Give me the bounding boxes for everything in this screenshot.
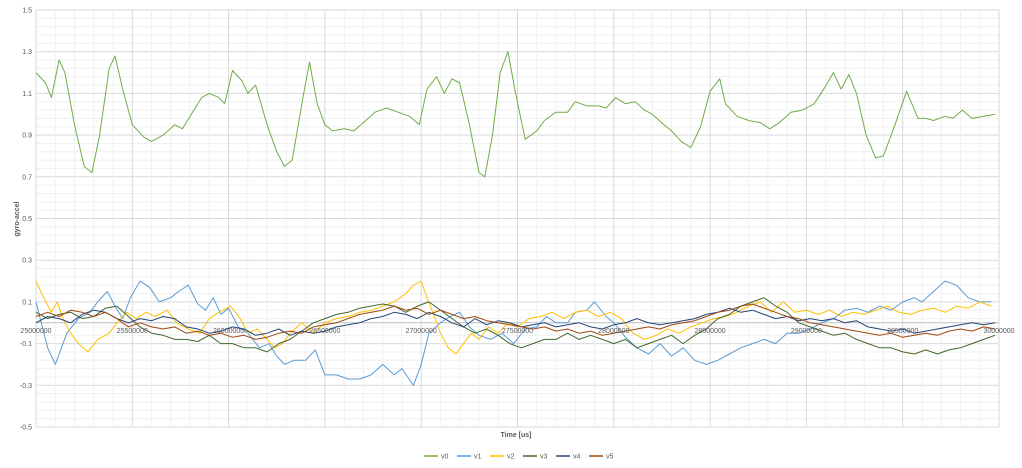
legend-label-v0: v0: [441, 454, 449, 461]
series-line-v2: [35, 280, 992, 355]
x-tick-label: 29500000: [887, 328, 918, 335]
legend-label-v1: v1: [474, 454, 482, 461]
legend-label-v4: v4: [573, 454, 581, 461]
series-line-v1: [35, 280, 992, 386]
x-tick-label: 27500000: [502, 328, 533, 335]
series-line-v0: [35, 51, 996, 178]
x-tick-label: 25000000: [20, 328, 51, 335]
x-tick-label: 28500000: [695, 328, 726, 335]
legend-label-v3: v3: [540, 454, 548, 461]
y-tick-label: 1.5: [22, 8, 32, 15]
legend-label-v2: v2: [507, 454, 515, 461]
x-tick-label: 30000000: [983, 328, 1014, 335]
y-tick-label: 0.1: [22, 299, 32, 306]
y-tick-label: 0.3: [22, 258, 32, 265]
legend: v0 v1 v2 v3 v4 v5: [424, 454, 614, 461]
y-tick-label: 1.1: [22, 91, 32, 98]
y-tick-label: -0.1: [20, 341, 32, 348]
y-tick-label: 0.9: [22, 133, 32, 140]
x-tick-label: 25500000: [117, 328, 148, 335]
x-tick-label: 27000000: [406, 328, 437, 335]
x-tick-label: 26500000: [309, 328, 340, 335]
series-line-v5: [35, 303, 996, 340]
y-tick-label: -0.3: [20, 383, 32, 390]
x-axis-title: Time [us]: [501, 432, 532, 439]
series-line-v4: [35, 307, 996, 336]
x-tick-label: 28000000: [598, 328, 629, 335]
x-tick-label: 29000000: [791, 328, 822, 335]
series-lines: [35, 51, 996, 386]
series-line-v3: [35, 297, 996, 355]
y-axis-title: gyro-accel: [14, 201, 21, 236]
y-tick-label: 0.5: [22, 216, 32, 223]
y-axis-ticks: -0.5 -0.3 -0.1 0.1 0.3 0.5 0.7 0.9 1.1 1.3 1.5: [20, 8, 32, 432]
x-axis-ticks: 25000000 25500000 26000000 26500000 27000000…: [20, 328, 1014, 335]
legend-label-v5: v5: [606, 454, 614, 461]
y-tick-label: 1.3: [22, 49, 32, 56]
y-tick-label: -0.5: [20, 425, 32, 432]
x-tick-label: 26000000: [213, 328, 244, 335]
gridlines: [35, 9, 1000, 428]
y-tick-label: 0.7: [22, 174, 32, 181]
